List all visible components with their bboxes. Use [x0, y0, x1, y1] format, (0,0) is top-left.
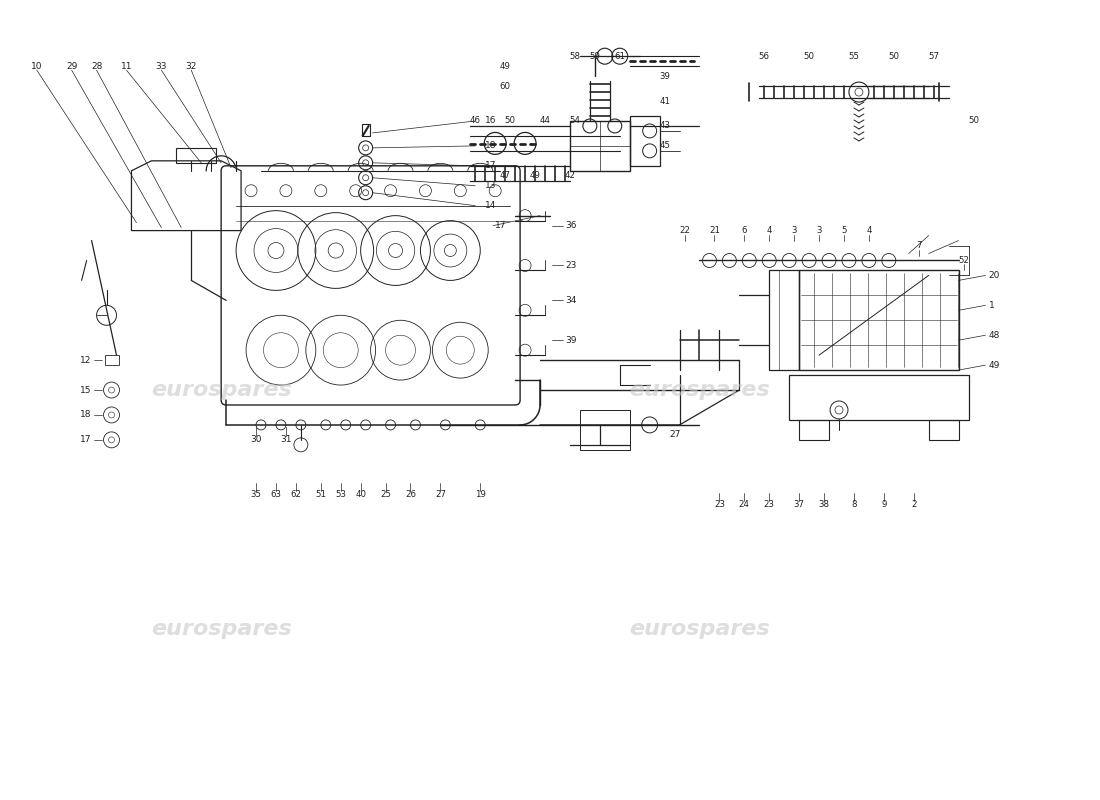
- Text: 49: 49: [989, 361, 1000, 370]
- Text: 20: 20: [989, 271, 1000, 280]
- Text: 22: 22: [679, 226, 690, 235]
- Text: 50: 50: [505, 117, 516, 126]
- Bar: [580, 410, 629, 450]
- Text: eurospares: eurospares: [151, 619, 292, 639]
- Bar: [769, 270, 799, 370]
- Text: 57: 57: [928, 52, 939, 61]
- Text: 48: 48: [989, 330, 1000, 340]
- Text: 23: 23: [763, 500, 774, 509]
- Text: 15: 15: [80, 386, 91, 394]
- Text: 29: 29: [66, 62, 77, 70]
- Bar: [570, 121, 629, 170]
- Text: 23: 23: [714, 500, 725, 509]
- Text: 12: 12: [80, 356, 91, 365]
- Text: 19: 19: [475, 490, 486, 499]
- Bar: [362, 124, 370, 136]
- Text: 56: 56: [759, 52, 770, 61]
- Text: 3: 3: [791, 226, 796, 235]
- Text: 55: 55: [848, 52, 859, 61]
- Text: 62: 62: [290, 490, 301, 499]
- Text: 52: 52: [958, 256, 969, 265]
- Text: 63: 63: [271, 490, 282, 499]
- Text: 7: 7: [916, 241, 922, 250]
- Text: 50: 50: [804, 52, 815, 61]
- Text: 51: 51: [316, 490, 327, 499]
- Text: 31: 31: [280, 435, 292, 444]
- Text: 30: 30: [251, 435, 262, 444]
- Bar: [629, 116, 660, 166]
- Text: 43: 43: [659, 122, 670, 130]
- Text: 3: 3: [816, 226, 822, 235]
- Text: 11: 11: [121, 62, 132, 70]
- Bar: [104, 355, 119, 365]
- Text: 61: 61: [614, 52, 625, 61]
- Text: 17: 17: [495, 221, 507, 230]
- Text: 50: 50: [968, 117, 979, 126]
- Text: 33: 33: [155, 62, 167, 70]
- Text: 39: 39: [659, 72, 670, 81]
- Text: 39: 39: [565, 336, 576, 345]
- Text: 40: 40: [355, 490, 366, 499]
- Text: 18: 18: [80, 410, 91, 419]
- Text: 41: 41: [659, 97, 670, 106]
- Bar: [176, 148, 217, 163]
- Text: 58: 58: [570, 52, 581, 61]
- Text: 9: 9: [881, 500, 887, 509]
- Text: 17: 17: [485, 162, 497, 170]
- Text: 13: 13: [485, 182, 497, 190]
- Text: 44: 44: [539, 117, 550, 126]
- Text: 25: 25: [381, 490, 392, 499]
- Text: 45: 45: [659, 142, 670, 150]
- Text: 23: 23: [565, 261, 576, 270]
- Text: 1: 1: [989, 301, 994, 310]
- Text: 4: 4: [866, 226, 871, 235]
- Text: 28: 28: [91, 62, 102, 70]
- Text: 6: 6: [741, 226, 747, 235]
- Text: 8: 8: [851, 500, 857, 509]
- Bar: [928, 420, 958, 440]
- Text: 42: 42: [564, 171, 575, 180]
- Text: 27: 27: [669, 430, 680, 439]
- Text: 21: 21: [708, 226, 719, 235]
- Text: 46: 46: [470, 117, 481, 126]
- Text: 35: 35: [251, 490, 262, 499]
- Text: 49: 49: [499, 62, 510, 70]
- Text: 38: 38: [818, 500, 829, 509]
- Text: 2: 2: [911, 500, 916, 509]
- Text: 36: 36: [565, 221, 576, 230]
- Text: 47: 47: [499, 171, 510, 180]
- Text: 54: 54: [570, 117, 581, 126]
- Text: eurospares: eurospares: [151, 380, 292, 400]
- Bar: [799, 420, 829, 440]
- Text: eurospares: eurospares: [629, 380, 770, 400]
- Text: 5: 5: [842, 226, 847, 235]
- Text: 26: 26: [405, 490, 416, 499]
- Bar: [789, 375, 968, 420]
- Text: 16: 16: [485, 117, 497, 126]
- Text: eurospares: eurospares: [629, 619, 770, 639]
- Text: 17: 17: [80, 435, 91, 444]
- Text: 49: 49: [529, 171, 540, 180]
- Text: 32: 32: [186, 62, 197, 70]
- Text: 59: 59: [590, 52, 601, 61]
- Text: 34: 34: [565, 296, 576, 305]
- Text: 53: 53: [336, 490, 346, 499]
- Text: 24: 24: [739, 500, 750, 509]
- Text: 37: 37: [793, 500, 804, 509]
- Text: 10: 10: [31, 62, 43, 70]
- Text: 4: 4: [767, 226, 772, 235]
- Text: 50: 50: [889, 52, 900, 61]
- Text: 18: 18: [485, 142, 497, 150]
- Bar: [799, 270, 958, 370]
- Text: 14: 14: [485, 201, 496, 210]
- Text: 60: 60: [499, 82, 510, 90]
- Text: 27: 27: [434, 490, 446, 499]
